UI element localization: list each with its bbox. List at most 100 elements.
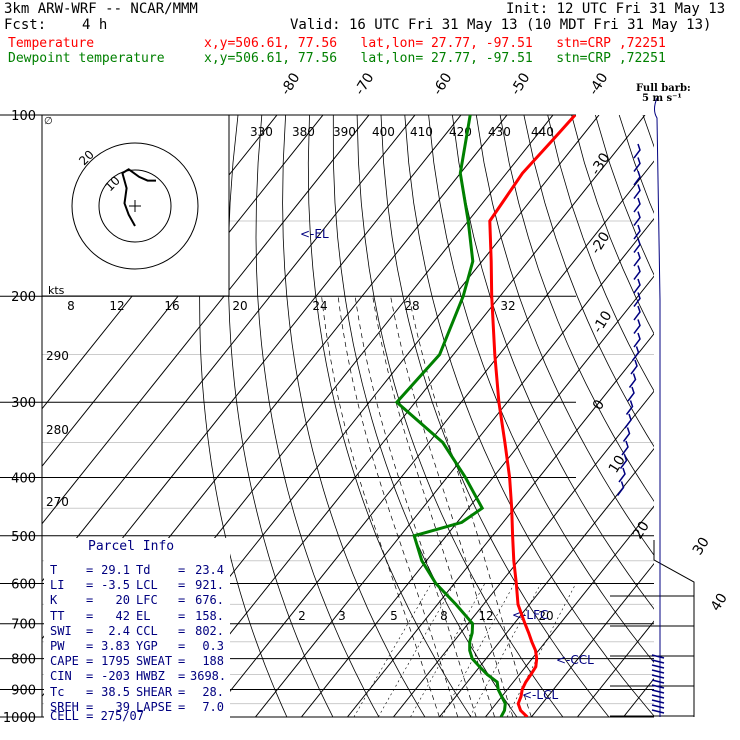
isotherm-label: 30 xyxy=(690,535,713,559)
wind-barb-low xyxy=(651,704,665,709)
wind-barb xyxy=(633,238,641,253)
moist-adiabat xyxy=(354,296,477,717)
wind-barb xyxy=(633,211,641,226)
parcel-value: 39 xyxy=(115,699,130,714)
parcel-value: 676. xyxy=(195,593,224,608)
parcel-value: -203 xyxy=(101,669,130,684)
hodograph-speed-label: 12 xyxy=(109,299,124,313)
pressure-label: 400 xyxy=(11,471,36,486)
hodograph-corner-label: ∅ xyxy=(44,116,53,127)
dry-adiabat xyxy=(667,115,740,717)
wind-barb xyxy=(631,346,640,361)
parcel-value: 802. xyxy=(195,623,224,638)
isotherm-line xyxy=(255,217,654,717)
wind-barb xyxy=(622,427,631,442)
isotherm-line xyxy=(485,505,654,717)
isotherm-line xyxy=(42,115,370,525)
wind-barb-staff xyxy=(654,97,661,717)
level-marker-lfc: <-LFC xyxy=(512,608,548,622)
parcel-value: 3698. xyxy=(190,669,227,684)
parcel-eq: = xyxy=(86,608,94,623)
mixing-ratio-label: 12 xyxy=(478,609,493,623)
pressure-label: 500 xyxy=(11,530,36,545)
wind-barb xyxy=(616,481,625,496)
isotherm-label: -60 xyxy=(430,70,456,98)
wind-barb-low xyxy=(651,709,665,714)
wind-barb xyxy=(633,197,641,213)
dry-adiabat xyxy=(255,115,380,717)
pressure-label: 700 xyxy=(11,618,36,633)
wind-barbs xyxy=(616,97,665,717)
theta-label: 440 xyxy=(531,125,554,139)
dry-adiabat xyxy=(595,115,654,276)
parcel-value: 7.0 xyxy=(202,699,224,714)
isotherm-line xyxy=(347,332,654,717)
parcel-value: 28. xyxy=(202,684,224,699)
forecast-label: Fcst: xyxy=(4,17,47,33)
dry-adiabat xyxy=(282,115,426,717)
parcel-label: HWBZ xyxy=(136,669,165,684)
isotherm-line xyxy=(393,390,654,717)
dry-adiabat xyxy=(199,115,288,717)
wind-barb xyxy=(633,319,641,334)
parcel-eq: = xyxy=(86,669,94,684)
hodograph-speed-label: 28 xyxy=(404,299,419,313)
pressure-label: 800 xyxy=(11,653,36,668)
parcel-eq: = xyxy=(86,593,94,608)
isotherm-line xyxy=(531,562,654,717)
mixing-ratio-label: 2 xyxy=(298,609,306,623)
dry-adiabat xyxy=(523,115,654,448)
wind-barb xyxy=(633,184,641,199)
parcel-label: CCL xyxy=(136,623,158,638)
dry-adiabat xyxy=(307,115,472,717)
wind-barb-low xyxy=(651,674,665,679)
pressure-label: 900 xyxy=(11,683,36,698)
wind-barb-low xyxy=(651,699,665,704)
moist-adiabat xyxy=(321,296,440,717)
parcel-eq: = xyxy=(86,639,94,653)
parcel-value: 20 xyxy=(115,593,130,608)
dry-adiabat xyxy=(571,115,654,335)
isotherm-label: -70 xyxy=(352,70,378,98)
hodograph-ring-outer xyxy=(71,142,199,270)
theta-label: 380 xyxy=(292,125,315,139)
pressure-label: 1000 xyxy=(3,711,36,726)
wind-barb-low xyxy=(651,694,665,699)
mixing-ratio-line xyxy=(378,583,455,717)
parcel-eq: = xyxy=(178,684,186,699)
hodograph-trace xyxy=(121,168,156,227)
parcel-eq: = xyxy=(178,699,186,714)
theta-label: 430 xyxy=(488,125,511,139)
valid-time: Valid: 16 UTC Fri 31 May 13 (10 MDT Fri … xyxy=(290,17,712,33)
wind-barb xyxy=(621,440,629,456)
dewpoint-legend-name: Dewpoint temperature xyxy=(8,51,165,66)
level-marker-el: <-EL xyxy=(300,227,329,241)
isotherm-line xyxy=(42,115,416,583)
parcel-label: T xyxy=(50,563,58,577)
parcel-label: LFC xyxy=(136,593,158,608)
theta-e-label: 270 xyxy=(46,495,69,509)
pressure-label: 100 xyxy=(11,109,36,124)
parcel-value: 38.5 xyxy=(101,684,130,699)
parcel-eq: = xyxy=(86,654,94,669)
hodograph-ring-inner xyxy=(98,169,172,243)
isotherm-label: 40 xyxy=(708,591,731,615)
parcel-label: SWI xyxy=(50,623,72,638)
sounding-curves xyxy=(394,115,577,717)
mixing-ratio-line xyxy=(353,583,432,717)
pressure-axis-labels: 100 200 300 400 500 600 700 800 900 1000 xyxy=(3,109,36,726)
wind-barb xyxy=(633,224,641,240)
parcel-value: 3.83 xyxy=(101,639,130,653)
parcel-label: Tc xyxy=(50,684,65,699)
isotherm-label: -50 xyxy=(508,70,534,98)
isotherm-line xyxy=(439,447,654,717)
wind-barb xyxy=(630,359,638,375)
barb-note-line1: Full barb: xyxy=(636,83,691,94)
parcel-label: EL xyxy=(136,608,151,623)
hodograph-unit-label: kts xyxy=(48,284,65,297)
dry-adiabat xyxy=(404,115,654,717)
parcel-eq: = xyxy=(178,563,186,577)
isotherm-line xyxy=(623,677,654,717)
